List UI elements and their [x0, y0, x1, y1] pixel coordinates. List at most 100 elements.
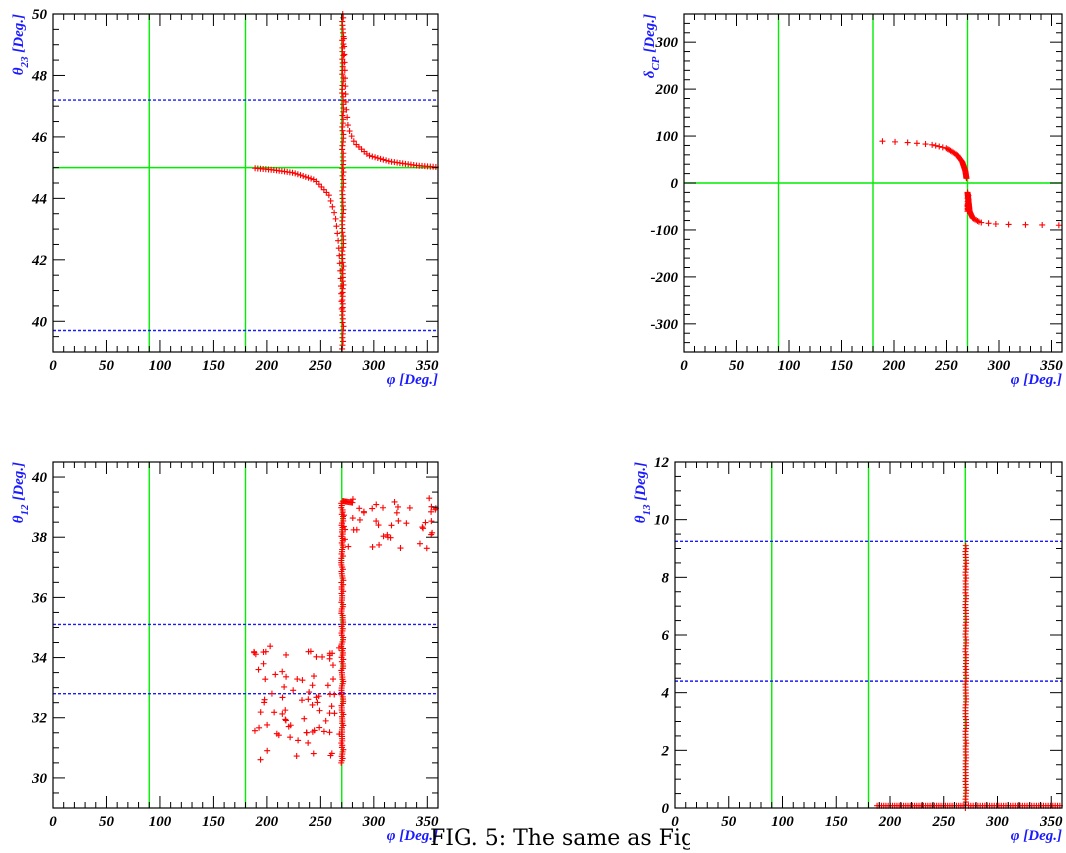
x-tick-label: 350 — [1039, 814, 1063, 830]
y-tick-label: 50 — [32, 7, 48, 23]
data-point — [308, 175, 315, 182]
x-tick-label: 150 — [202, 814, 225, 830]
x-tick-label: 50 — [99, 358, 115, 374]
data-point — [339, 82, 346, 89]
panel-deltaCP: 0 50 100 150 200 250 300 350 -300 -200 -100 0 100 200… — [642, 13, 1063, 388]
data-point — [267, 643, 274, 650]
data-point — [305, 648, 312, 655]
data-point — [904, 139, 911, 146]
x-tick-label: 100 — [149, 814, 172, 830]
y-tick-label: 30 — [31, 771, 48, 787]
data-point — [978, 219, 985, 226]
data-point — [397, 545, 404, 552]
data-point — [340, 323, 347, 330]
data-point — [309, 701, 316, 708]
data-point — [326, 729, 333, 736]
data-point — [965, 191, 972, 198]
data-point — [423, 545, 430, 552]
y-axis-title: θ12 [Deg.] — [11, 462, 31, 523]
y-tick-label: -200 — [651, 270, 679, 286]
data-point — [285, 723, 292, 730]
data-point — [892, 138, 899, 145]
x-tick-label: 250 — [308, 814, 332, 830]
data-point — [428, 508, 435, 515]
data-point — [962, 669, 969, 676]
data-point — [335, 237, 342, 244]
data-point — [342, 75, 349, 82]
data-point — [332, 215, 339, 222]
data-point — [325, 192, 332, 199]
data-point — [962, 577, 969, 584]
data-point — [388, 522, 395, 529]
y-axis-title: θ23 [Deg.] — [11, 14, 31, 75]
data-point — [416, 540, 423, 547]
data-point — [340, 116, 347, 123]
data-point — [336, 731, 343, 738]
y-tick-label: 40 — [31, 470, 48, 486]
data-point — [279, 668, 286, 675]
data-point — [327, 752, 334, 759]
data-point — [322, 717, 329, 724]
data-point — [328, 703, 335, 710]
data-point — [432, 506, 439, 513]
data-point — [339, 315, 346, 322]
y-tick-label: 2 — [661, 743, 670, 759]
panel-theta23: 0 50 100 150 200 250 300 350 40 42 44 46 48 50 φ [Deg.… — [11, 7, 439, 388]
y-tick-label: 36 — [31, 590, 48, 606]
data-point — [932, 142, 939, 149]
data-point — [340, 263, 347, 270]
data-point — [310, 750, 317, 757]
data-point — [366, 152, 373, 159]
x-tick-label: 300 — [985, 814, 1009, 830]
figure-caption: FIG. 5: The same as Fig.3, — [430, 826, 690, 851]
data-point — [939, 144, 946, 151]
y-axis-title: θ13 [Deg.] — [633, 462, 653, 523]
data-point — [273, 730, 280, 737]
data-point — [326, 650, 333, 657]
data-point — [316, 724, 323, 731]
data-point — [313, 653, 320, 660]
data-point — [373, 518, 380, 525]
panel-theta13: 0 50 100 150 200 250 300 350 0 2 4 6 8 10 12 φ [Deg.] θ1… — [633, 455, 1063, 844]
data-point — [337, 275, 344, 282]
data-point — [315, 693, 322, 700]
data-point — [422, 519, 429, 526]
data-point — [339, 248, 346, 255]
data-point — [334, 230, 341, 237]
panel-theta12: 0 50 100 150 200 250 300 350 30 32 34 36 38 40 φ [Deg.… — [11, 461, 439, 844]
data-point — [341, 67, 348, 74]
data-point — [349, 496, 356, 503]
data-point — [294, 171, 301, 178]
data-point — [290, 687, 297, 694]
data-point — [333, 223, 340, 230]
data-point — [336, 252, 343, 259]
data-point — [320, 728, 327, 735]
data-point — [262, 676, 269, 683]
y-tick-label: 40 — [31, 314, 48, 330]
data-point — [340, 176, 347, 183]
data-point — [305, 739, 312, 746]
data-point — [282, 717, 289, 724]
data-point — [380, 156, 387, 163]
data-point — [936, 143, 943, 150]
data-point — [962, 622, 969, 629]
data-point — [962, 548, 969, 555]
data-point — [963, 651, 970, 658]
data-point — [303, 729, 310, 736]
data-point — [264, 721, 271, 728]
data-point — [1005, 221, 1012, 228]
data-point — [350, 138, 357, 145]
data-point — [391, 498, 398, 505]
data-point — [281, 683, 288, 690]
x-tick-label: 300 — [362, 814, 386, 830]
data-point — [260, 660, 267, 667]
data-point — [974, 217, 981, 224]
data-point — [962, 563, 969, 570]
data-point — [963, 592, 970, 599]
data-point — [339, 123, 346, 130]
y-tick-label: 6 — [662, 628, 670, 644]
y-tick-label: 34 — [31, 651, 48, 667]
data-point — [309, 728, 316, 735]
data-point — [343, 106, 350, 113]
